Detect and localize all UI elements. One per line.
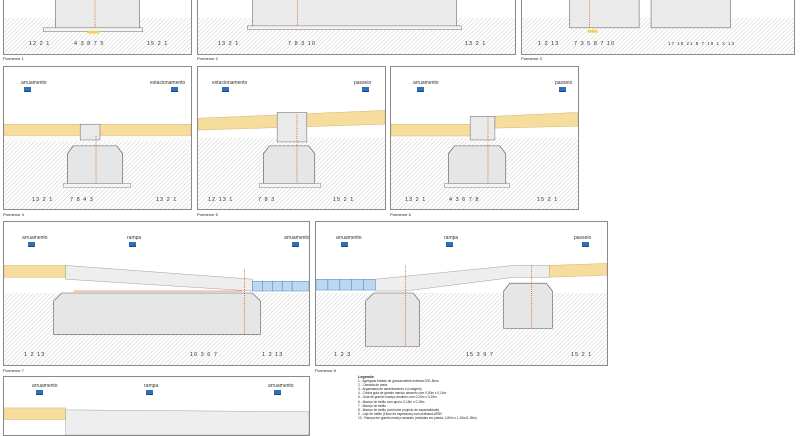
legend-item: 9 - Laje de betão (15cm de espessura) co… xyxy=(358,411,442,416)
legend-item: 2 - Camada de areia xyxy=(358,383,388,388)
detail-panel-1: 12 2 1 4 3 8 7 5 15 2 1 xyxy=(3,0,192,55)
panel-caption: Pormenor 5 xyxy=(197,212,218,217)
callout-numbers-mid: 7 8 4 3 xyxy=(70,197,94,203)
section-drawing xyxy=(198,0,515,54)
detail-panel-5: estacionamento passeio 12 13 1 7 8 3 15 … xyxy=(197,66,386,210)
callout-numbers-mid: 4 3 8 7 5 xyxy=(74,41,105,47)
zone-label-right: arruamento xyxy=(284,235,310,241)
water-level-icon xyxy=(36,390,43,395)
detail-panel-3: 1 2 13 7 3 5 8 7 10 17 18 21 8 7 19 1 2 … xyxy=(521,0,795,55)
water-level-icon xyxy=(129,242,136,247)
detail-panel-4: arruamento estacionamento 13 2 1 7 8 4 3… xyxy=(3,66,192,210)
panel-caption: Pormenor 7 xyxy=(3,368,24,373)
water-level-icon xyxy=(222,87,229,92)
water-level-icon xyxy=(24,87,31,92)
callout-numbers-left: 13 2 1 xyxy=(405,197,427,203)
legend-item: 8 - Maciço de betão (conforme projecto d… xyxy=(358,407,440,412)
legend-item: 5 - Guia de granito maciço amarelo com 0… xyxy=(358,395,437,400)
water-level-icon xyxy=(559,87,566,92)
callout-numbers-mid: 10 3 6 7 xyxy=(190,352,218,358)
legend: Legenda 1 - Agregado britado de granulom… xyxy=(358,375,477,420)
water-level-icon xyxy=(362,87,369,92)
callout-numbers-mid: 7 8 3 10 xyxy=(288,41,316,47)
panel-caption: Pormenor 4 xyxy=(3,212,24,217)
callout-numbers-right: 17 18 21 8 7 19 1 2 13 xyxy=(668,41,736,46)
callout-numbers-right: 15 2 1 xyxy=(147,41,169,47)
panel-caption: Pormenor 6 xyxy=(390,212,411,217)
legend-item: 7 - Maciço de betão xyxy=(358,403,386,408)
callout-numbers-right: 15 2 1 xyxy=(571,352,593,358)
detail-panel-2: 13 2 1 7 8 3 10 13 2 1 xyxy=(197,0,516,55)
callout-numbers-left: 13 2 1 xyxy=(218,41,240,47)
zone-label-mid: rampa xyxy=(444,235,459,241)
water-level-icon xyxy=(446,242,453,247)
callout-numbers-left: 1 2 3 xyxy=(334,352,352,358)
panel-caption: Pormenor 8 xyxy=(315,368,336,373)
section-drawing xyxy=(316,263,607,365)
zone-label-right: passeio xyxy=(574,235,592,241)
water-level-icon xyxy=(28,242,35,247)
callout-numbers-mid: 4 3 6 7 8 xyxy=(449,197,480,203)
zone-label-left: estacionamento xyxy=(212,80,248,86)
panel-caption: Pormenor 3 xyxy=(521,56,542,61)
callout-numbers-mid: 7 8 3 xyxy=(258,197,276,203)
water-level-icon xyxy=(292,242,299,247)
callout-numbers-left: 12 13 1 xyxy=(208,197,234,203)
legend-item: 4 - Cunha guia de granito maciço amarelo… xyxy=(358,391,447,396)
legend-item: 3 - Argamassa de assentamento e (colagem… xyxy=(358,387,422,392)
section-drawing xyxy=(391,112,578,209)
section-drawing xyxy=(198,110,385,209)
zone-label-left: arruamento xyxy=(413,80,439,86)
water-level-icon xyxy=(171,87,178,92)
zone-label-right: passeio xyxy=(354,80,372,86)
zone-label-right: arruamento xyxy=(268,383,294,389)
callout-numbers-mid: 15 3 9 7 xyxy=(466,352,494,358)
callout-numbers-right: 13 2 1 xyxy=(465,41,487,47)
callout-numbers-left: 1 2 13 xyxy=(538,41,560,47)
callout-numbers-right: 15 2 1 xyxy=(333,197,355,203)
section-drawing xyxy=(4,123,191,209)
section-drawing xyxy=(4,0,191,54)
callout-numbers-mid: 7 3 5 8 7 10 xyxy=(574,41,616,47)
panel-caption: Pormenor 2 xyxy=(197,56,218,61)
callout-numbers-right: 13 2 1 xyxy=(156,197,178,203)
water-level-icon xyxy=(146,390,153,395)
section-drawing xyxy=(4,265,309,365)
legend-item: 1 - Agregado britado de granulometria ex… xyxy=(358,379,439,384)
zone-label-left: arruamento xyxy=(22,235,48,241)
detail-panel-9: arruamento rampa arruamento xyxy=(3,376,310,436)
zone-label-left: arruamento xyxy=(21,80,47,86)
water-level-icon xyxy=(582,242,589,247)
zone-label-mid: rampa xyxy=(144,383,159,389)
water-level-icon xyxy=(417,87,424,92)
callout-numbers-right: 15 2 1 xyxy=(537,197,559,203)
legend-item: 10 - Rampa em granito maciço amarelo (me… xyxy=(358,415,477,420)
detail-panel-7: arruamento rampa arruamento 1 2 13 10 3 … xyxy=(3,221,310,366)
zone-label-left: arruamento xyxy=(32,383,58,389)
zone-label-left: arruamento xyxy=(336,235,362,241)
water-level-icon xyxy=(341,242,348,247)
zone-label-mid: rampa xyxy=(127,235,142,241)
callout-numbers-right: 1 2 13 xyxy=(262,352,284,358)
callout-numbers-left: 13 2 1 xyxy=(32,197,54,203)
panel-caption: Pormenor 1 xyxy=(3,56,24,61)
detail-panel-6: arruamento passeio 13 2 1 4 3 6 7 8 15 2… xyxy=(390,66,579,210)
callout-numbers-left: 12 2 1 xyxy=(29,41,51,47)
zone-label-right: estacionamento xyxy=(150,80,186,86)
section-drawing xyxy=(522,0,794,54)
zone-label-right: passeio xyxy=(555,80,573,86)
legend-title: Legenda xyxy=(358,375,374,379)
callout-numbers-left: 1 2 13 xyxy=(24,352,46,358)
detail-panel-8: arruamento rampa passeio 1 2 3 15 3 9 7 … xyxy=(315,221,608,366)
water-level-icon xyxy=(274,390,281,395)
legend-item: 6 - Maciço de betão com apoio: 0,15m x 0… xyxy=(358,399,425,404)
